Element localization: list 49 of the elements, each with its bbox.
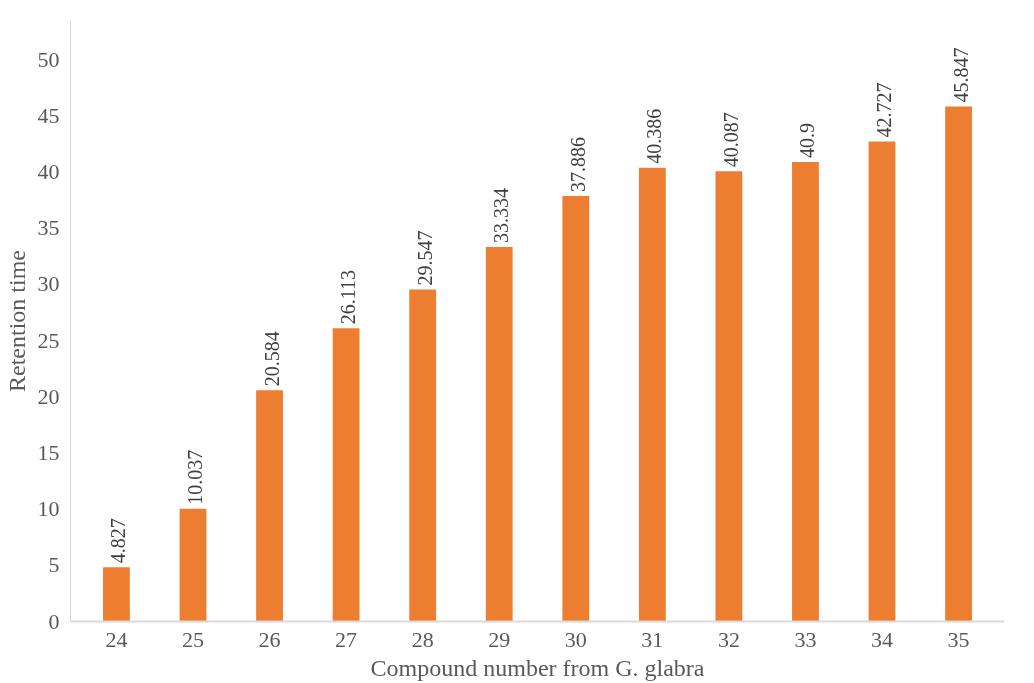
x-tick-label: 24 (105, 626, 128, 652)
data-label: 29.547 (413, 230, 436, 286)
data-label: 40.9 (796, 123, 819, 159)
y-tick-label: 40 (37, 159, 60, 185)
bar (179, 508, 207, 622)
data-label: 4.827 (107, 518, 130, 564)
y-tick-label: 15 (37, 440, 60, 465)
bar (103, 567, 130, 622)
bar (945, 106, 972, 622)
x-tick-label: 30 (564, 626, 587, 652)
y-axis-title: Retention time (3, 250, 30, 392)
bar (792, 162, 819, 622)
bar (868, 141, 896, 622)
data-label: 26.113 (337, 269, 360, 325)
data-label: 20.584 (260, 331, 283, 387)
bar (485, 247, 513, 622)
x-tick-label: 29 (488, 626, 511, 652)
y-tick-label: 25 (37, 327, 60, 353)
y-tick-label: 5 (48, 552, 60, 578)
data-label: 42.727 (873, 82, 896, 138)
x-tick-label: 34 (871, 626, 894, 652)
x-tick-label: 32 (717, 626, 740, 652)
x-tick-label: 27 (335, 626, 358, 652)
y-tick-label: 0 (48, 608, 60, 634)
data-label: 40.386 (643, 108, 666, 164)
x-tick-label: 25 (181, 626, 204, 652)
bar (562, 195, 590, 622)
x-tick-label: 26 (258, 626, 281, 652)
y-tick-label: 35 (37, 215, 60, 241)
y-tick-label: 50 (37, 46, 60, 72)
data-label: 10.037 (183, 449, 206, 505)
x-tick-label: 33 (794, 626, 817, 652)
y-tick-label: 20 (37, 383, 60, 409)
y-tick-label: 45 (37, 102, 60, 128)
bar (332, 328, 360, 622)
x-tick-label: 35 (947, 626, 970, 652)
bar (256, 390, 283, 622)
data-label: 40.087 (719, 112, 742, 168)
y-tick-label: 30 (37, 271, 60, 297)
bar (715, 171, 743, 622)
x-tick-label: 28 (411, 626, 434, 652)
data-label: 45.847 (949, 47, 972, 103)
y-tick-label: 10 (37, 496, 60, 522)
bar (638, 167, 666, 622)
data-label: 33.334 (490, 188, 513, 244)
bar (409, 289, 437, 622)
data-label: 37.886 (566, 136, 589, 192)
x-axis-title: Compound number from G. glabra (370, 654, 705, 681)
x-tick-label: 31 (641, 626, 664, 652)
